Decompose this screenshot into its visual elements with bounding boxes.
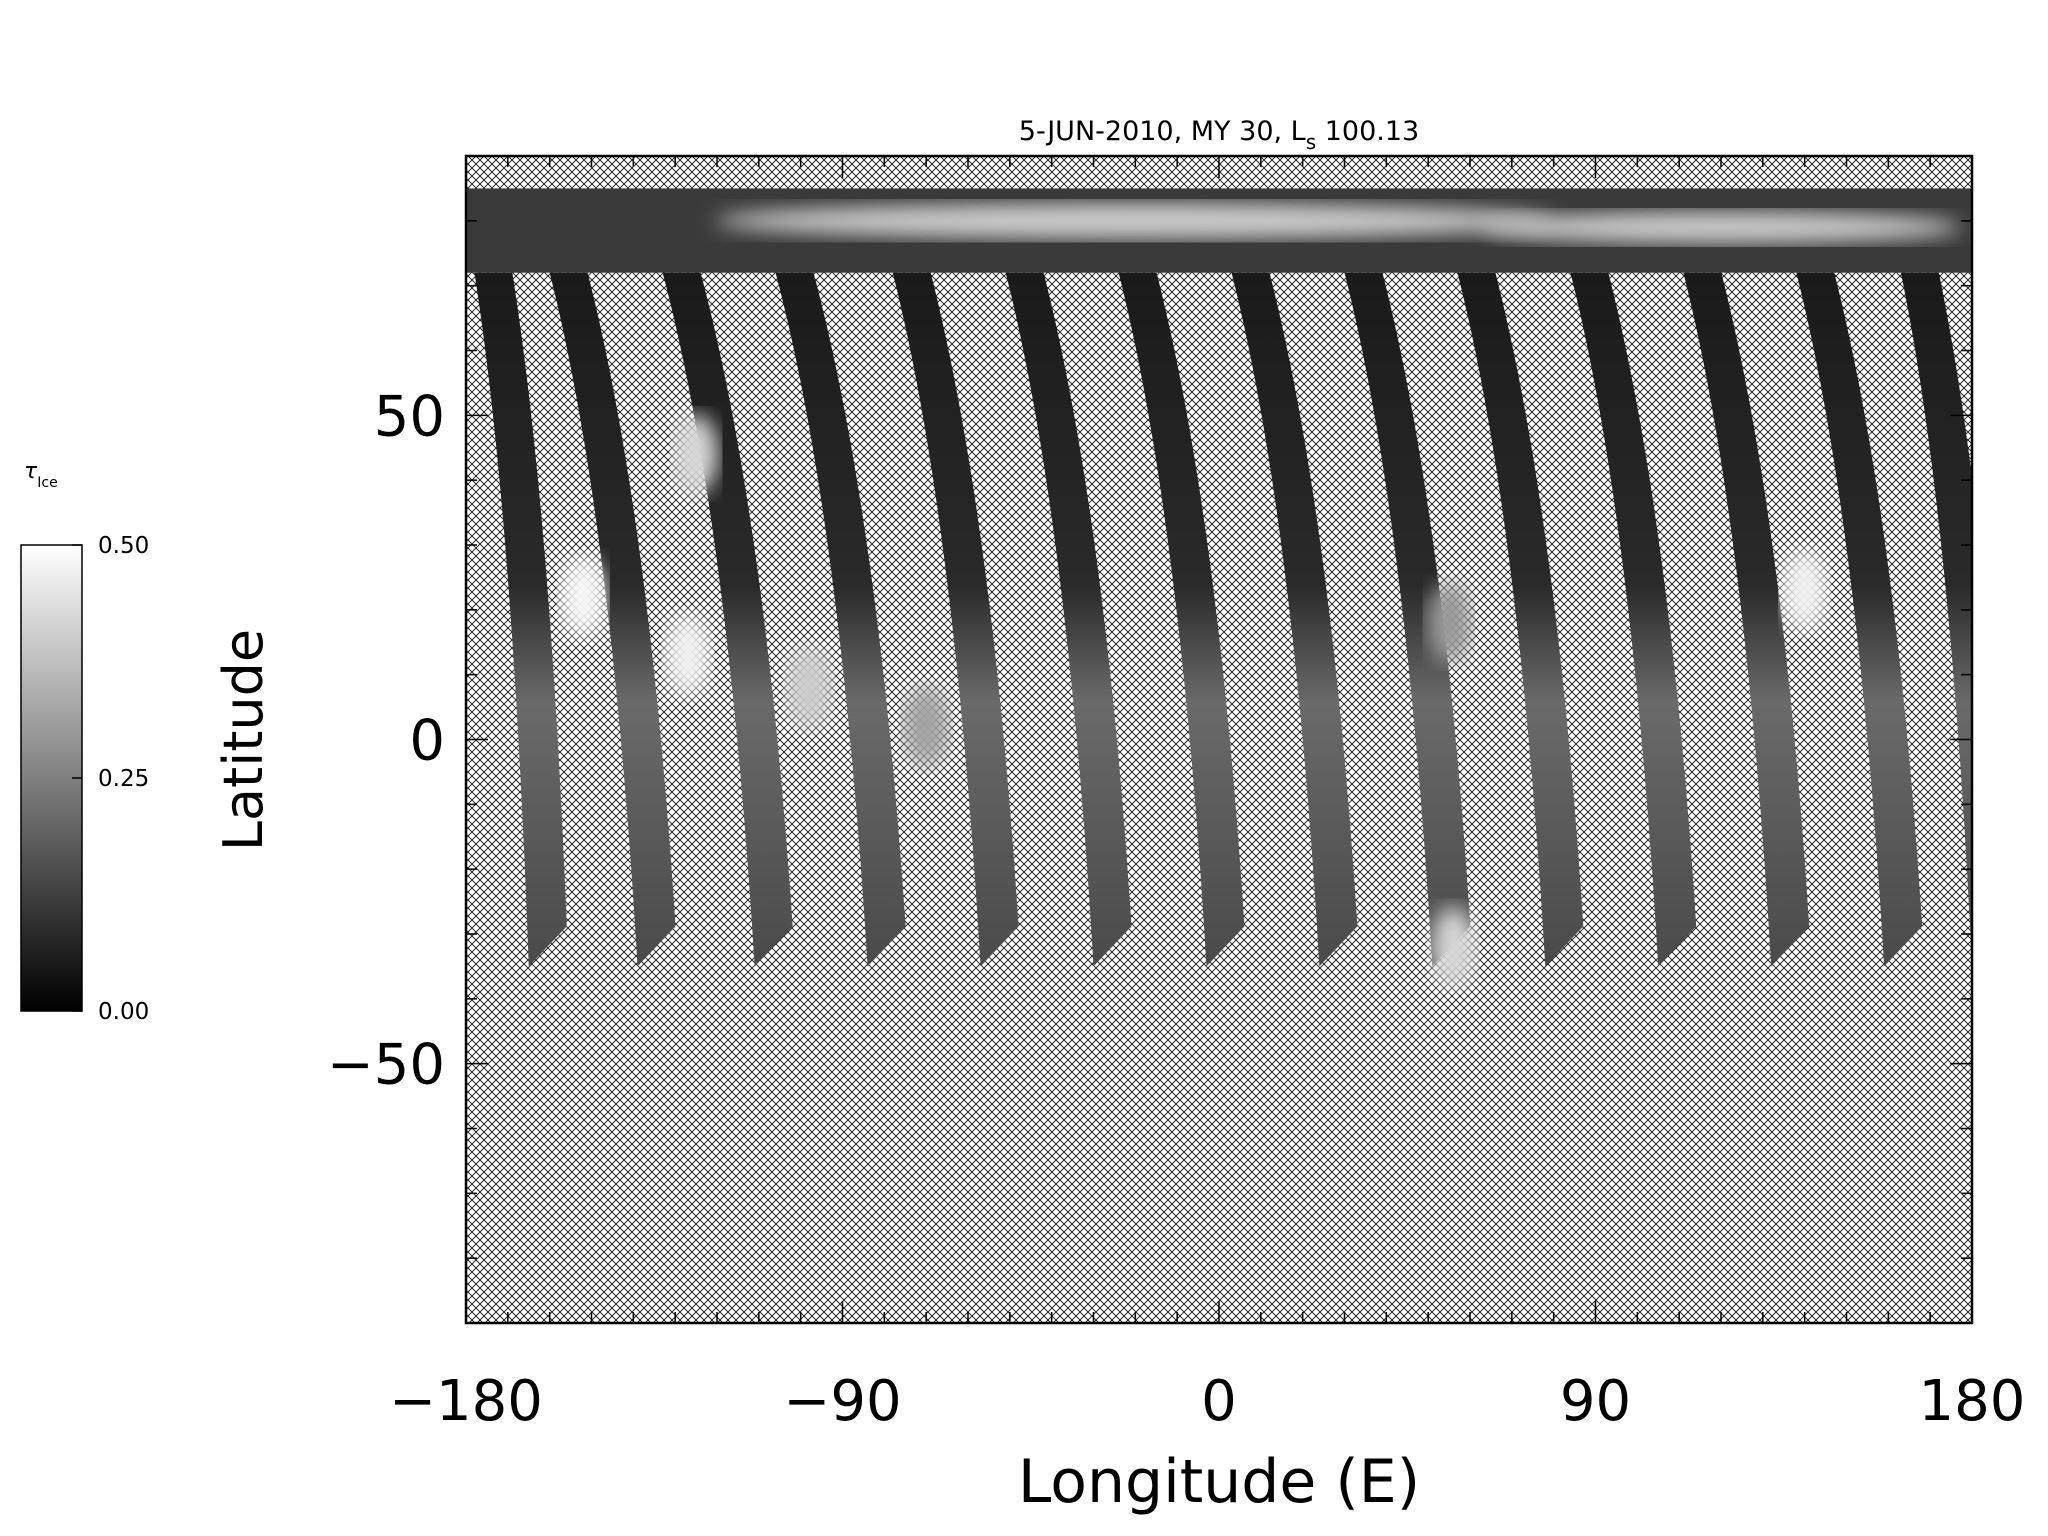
polar-cloud-bright-west <box>715 202 1556 239</box>
x-tick-label: 90 <box>1560 1369 1631 1434</box>
x-tick-label: 180 <box>1919 1369 2026 1434</box>
orbit-swath-14 <box>1900 272 1972 967</box>
colorbar-symbol-subscript: Ice <box>37 475 57 491</box>
cloud-feature-7 <box>1431 906 1476 987</box>
cloud-feature-3 <box>674 414 719 495</box>
x-axis-label: Longitude (E) <box>1018 1447 1420 1517</box>
chart-title: 5-JUN-2010, MY 30, Ls 100.13 <box>1019 116 1419 154</box>
orbit-swath-1 <box>474 272 567 967</box>
title-suffix: 100.13 <box>1316 116 1419 147</box>
x-tick-label: −90 <box>783 1369 901 1434</box>
orbit-swath-10 <box>1457 272 1584 967</box>
orbit-swath-12 <box>1683 272 1810 967</box>
orbit-swath-3 <box>662 272 793 967</box>
cloud-feature-8 <box>1782 550 1827 631</box>
x-tick-label: −180 <box>389 1369 543 1434</box>
orbit-swath-6 <box>1005 272 1132 967</box>
orbit-swath-2 <box>549 272 676 967</box>
colorbar <box>20 544 83 1012</box>
polar-cloud-bright-east <box>1481 211 1961 244</box>
title-subscript: s <box>1306 130 1316 154</box>
cloud-feature-5 <box>904 686 949 767</box>
axis-ticks: −180 −90 0 90 180 50 0 −50 <box>327 155 2026 1434</box>
y-axis-label: Latitude <box>212 629 275 851</box>
orbit-swath-5 <box>892 272 1019 967</box>
cloud-feature-6 <box>1427 582 1472 663</box>
orbit-swath-13 <box>1796 272 1923 967</box>
orbit-swath-7 <box>1118 272 1245 967</box>
colorbar-symbol: τ <box>24 459 38 484</box>
y-tick-label: −50 <box>327 1033 445 1098</box>
title-prefix: 5-JUN-2010, MY 30, L <box>1019 116 1306 147</box>
colorbar-tick-label: 0.50 <box>98 533 149 559</box>
colorbar-tick-label: 0.25 <box>98 766 149 792</box>
orbit-swath-9 <box>1344 272 1471 967</box>
data-layer <box>466 188 1972 987</box>
y-tick-label: 50 <box>374 384 445 449</box>
x-tick-label: 0 <box>1201 1369 1237 1434</box>
colorbar-title: τIce <box>24 459 58 491</box>
orbit-swath-4 <box>775 272 906 967</box>
cloud-feature-1 <box>561 556 606 637</box>
y-tick-label: 0 <box>409 709 445 774</box>
colorbar-tick-label: 0.00 <box>98 999 149 1025</box>
cloud-feature-4 <box>787 647 832 728</box>
colorbar-ticks: 0.00 0.25 0.50 <box>72 533 149 1025</box>
orbit-swath-11 <box>1570 272 1697 967</box>
cloud-feature-2 <box>665 615 710 696</box>
orbit-swath-8 <box>1231 272 1358 967</box>
